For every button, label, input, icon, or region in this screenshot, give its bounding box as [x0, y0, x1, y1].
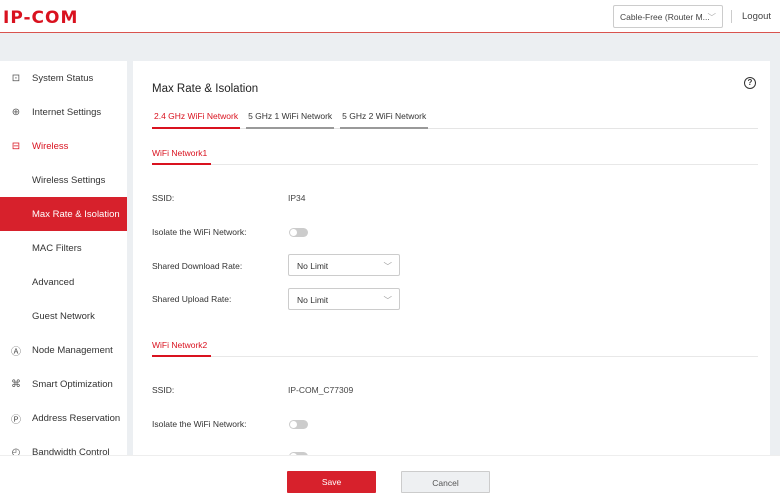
logout-link[interactable]: Logout — [742, 11, 772, 22]
sidebar-item-advanced[interactable]: Advanced — [0, 265, 127, 299]
sidebar-item-label: Advanced — [32, 276, 75, 288]
sidebar-item-label: System Status — [32, 72, 94, 84]
divider — [731, 10, 732, 23]
download-rate-select[interactable]: No Limit ﹀ — [288, 254, 400, 276]
sidebar-item-guest-network[interactable]: Guest Network — [0, 299, 127, 333]
chevron-down-icon: ﹀ — [383, 261, 392, 271]
sidebar-item-bandwidth-control[interactable]: ◴ Bandwidth Control — [0, 435, 127, 456]
upload-rate-select[interactable]: No Limit ﹀ — [288, 288, 400, 310]
header: IP-COM Cable-Free (Router M... ﹀ Logout — [0, 0, 780, 33]
sidebar-item-node-management[interactable]: Ⓐ Node Management — [0, 333, 127, 367]
sidebar-item-label: Wireless Settings — [32, 174, 106, 186]
toggle-partial[interactable] — [289, 452, 308, 455]
wifi-screen-icon: ⊟ — [11, 140, 21, 152]
sidebar-item-max-rate-isolation[interactable]: Max Rate & Isolation — [0, 197, 127, 231]
isolate-toggle[interactable] — [289, 420, 308, 429]
mode-select[interactable]: Cable-Free (Router M... ﹀ — [613, 5, 723, 28]
sidebar-item-label: Guest Network — [32, 310, 95, 322]
sidebar-item-internet-settings[interactable]: ⊕ Internet Settings — [0, 95, 127, 129]
chevron-down-icon: ﹀ — [707, 12, 716, 22]
download-rate-label: Shared Download Rate: — [152, 261, 243, 271]
tab-5ghz-1[interactable]: 5 GHz 1 WiFi Network — [246, 111, 335, 129]
footer: Save Cancel — [0, 455, 780, 501]
bandwidth-icon: ◴ — [11, 446, 21, 456]
ssid-value: IP34 — [288, 193, 306, 203]
ssid-value: IP-COM_C77309 — [288, 385, 354, 395]
node-icon: Ⓐ — [11, 346, 21, 358]
reservation-icon: Ⓟ — [11, 414, 21, 426]
section-header: WiFi Network1 — [152, 148, 758, 165]
sidebar-item-label: Smart Optimization — [32, 378, 113, 390]
page-title: Max Rate & Isolation — [152, 83, 259, 95]
section-header: WiFi Network2 — [152, 340, 758, 357]
sidebar-item-label: Internet Settings — [32, 106, 102, 118]
ip-com-logo: IP-COM — [3, 8, 79, 28]
chevron-down-icon: ﹀ — [383, 295, 392, 305]
download-rate-value: No Limit — [297, 261, 329, 271]
ssid-label: SSID: — [152, 385, 175, 395]
upload-rate-label: Shared Upload Rate: — [152, 294, 232, 304]
isolate-label: Isolate the WiFi Network: — [152, 227, 247, 237]
sidebar-item-address-reservation[interactable]: Ⓟ Address Reservation — [0, 401, 127, 435]
sidebar-item-mac-filters[interactable]: MAC Filters — [0, 231, 127, 265]
sidebar-item-wireless-settings[interactable]: Wireless Settings — [0, 163, 127, 197]
sidebar-item-label: Bandwidth Control — [32, 446, 110, 456]
sidebar: ⊡ System Status ⊕ Internet Settings ⊟ Wirel… — [0, 61, 127, 455]
sidebar-item-label: Max Rate & Isolation — [32, 208, 120, 220]
isolate-toggle[interactable] — [289, 228, 308, 237]
tab-2-4ghz[interactable]: 2.4 GHz WiFi Network — [152, 111, 241, 129]
optimization-icon: ⌘ — [11, 378, 21, 390]
section-title: WiFi Network2 — [152, 340, 211, 357]
sidebar-item-label: Wireless — [32, 140, 69, 152]
sidebar-item-label: MAC Filters — [32, 242, 82, 254]
isolate-label: Isolate the WiFi Network: — [152, 419, 247, 429]
section-title: WiFi Network1 — [152, 148, 211, 165]
sidebar-item-wireless[interactable]: ⊟ Wireless — [0, 129, 127, 163]
globe-icon: ⊕ — [11, 106, 21, 118]
band-tabs: 2.4 GHz WiFi Network 5 GHz 1 WiFi Networ… — [152, 111, 758, 129]
save-button[interactable]: Save — [287, 471, 376, 493]
cancel-button[interactable]: Cancel — [401, 471, 490, 493]
sidebar-item-label: Address Reservation — [32, 412, 121, 424]
sidebar-item-label: Node Management — [32, 344, 113, 356]
ssid-label: SSID: — [152, 193, 175, 203]
mode-select-value: Cable-Free (Router M... — [620, 12, 710, 22]
upload-rate-value: No Limit — [297, 295, 329, 305]
monitor-icon: ⊡ — [11, 72, 21, 84]
tab-5ghz-2[interactable]: 5 GHz 2 WiFi Network — [340, 111, 429, 129]
help-icon[interactable]: ? — [744, 77, 756, 89]
main-content: Max Rate & Isolation ? 2.4 GHz WiFi Netw… — [133, 61, 770, 455]
sidebar-item-smart-optimization[interactable]: ⌘ Smart Optimization — [0, 367, 127, 401]
sidebar-item-system-status[interactable]: ⊡ System Status — [0, 61, 127, 95]
